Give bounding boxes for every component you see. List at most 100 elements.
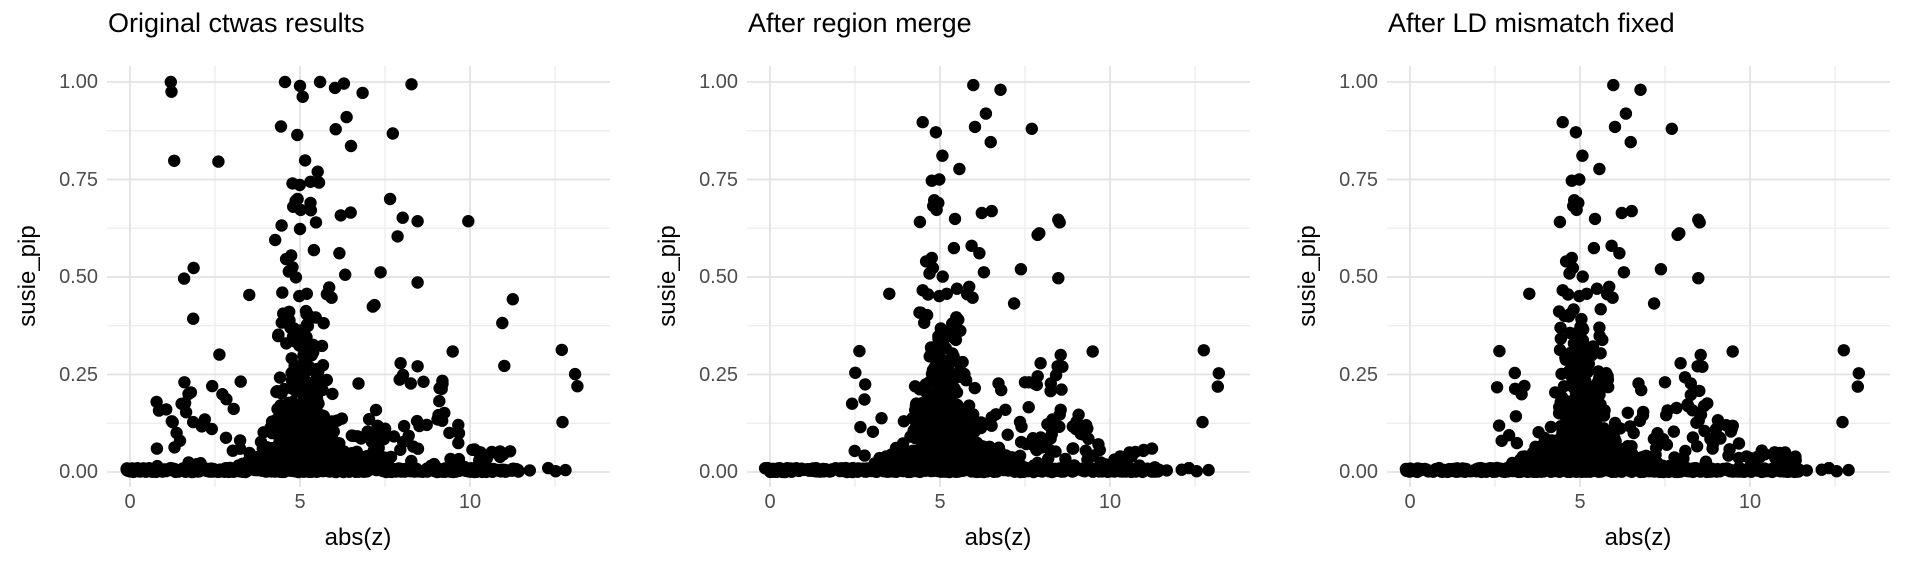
data-point (1492, 419, 1506, 432)
data-point (1594, 347, 1607, 360)
data-point (947, 241, 961, 255)
data-point (979, 107, 993, 120)
y-tick-label: 0.00 (1339, 461, 1378, 483)
data-point (404, 377, 417, 390)
data-point (854, 420, 867, 434)
data-point (314, 376, 328, 389)
data-point (938, 374, 951, 387)
data-point (206, 379, 219, 393)
data-point (198, 413, 211, 426)
x-axis-title: abs(z) (1604, 524, 1672, 551)
data-point (1531, 452, 1544, 465)
data-point (1588, 212, 1602, 226)
data-point (1409, 463, 1422, 476)
data-point (420, 418, 433, 432)
data-point (1093, 443, 1106, 457)
data-point (1018, 376, 1032, 389)
data-point (925, 367, 939, 381)
data-point (1508, 366, 1521, 380)
data-point (1800, 464, 1813, 477)
data-point (923, 267, 936, 280)
data-point (1576, 149, 1589, 162)
data-point (852, 462, 865, 475)
data-point (949, 333, 963, 347)
data-point (1563, 267, 1576, 280)
data-point (274, 120, 288, 133)
data-point (859, 378, 872, 391)
chart-panel-original: Original ctwas results susie_pip abs(z) … (0, 0, 640, 576)
data-point (1590, 282, 1604, 295)
data-point (1549, 386, 1562, 399)
chart-title: After LD mismatch fixed (1388, 8, 1675, 38)
data-point (1726, 345, 1739, 358)
data-point (411, 442, 425, 455)
data-point (1606, 291, 1619, 304)
plot-area (107, 66, 610, 487)
data-point (372, 441, 385, 455)
data-point (555, 343, 568, 357)
data-point (923, 453, 936, 466)
data-point (1608, 120, 1622, 134)
data-point (848, 444, 861, 458)
data-point (396, 211, 409, 224)
data-point (966, 291, 979, 304)
x-tick-label: 10 (458, 491, 482, 513)
data-point (294, 203, 307, 217)
data-point (1699, 458, 1712, 471)
y-tick-label: 0.75 (699, 168, 738, 191)
data-point (1604, 447, 1617, 461)
data-point (1665, 122, 1678, 135)
data-point (273, 371, 287, 384)
data-point (458, 460, 471, 474)
data-point (1598, 404, 1611, 417)
data-point (187, 415, 200, 429)
plot-area (747, 66, 1250, 487)
data-point (1572, 406, 1585, 420)
data-point (1515, 388, 1528, 401)
data-point (1015, 461, 1029, 474)
data-point (901, 452, 914, 466)
data-point (325, 291, 338, 304)
data-point (250, 452, 263, 465)
data-point (168, 154, 181, 167)
data-point (339, 268, 352, 281)
data-point (1055, 465, 1068, 478)
data-point (1069, 422, 1083, 436)
data-point (275, 219, 288, 232)
data-point (344, 139, 358, 153)
data-point (932, 406, 945, 419)
data-point (1031, 456, 1044, 470)
data-point (1852, 367, 1865, 380)
y-tick-label: 0.25 (59, 363, 98, 386)
data-point (925, 345, 938, 359)
data-point (1836, 415, 1849, 429)
data-point (213, 348, 226, 361)
data-point (462, 215, 475, 228)
data-point (1399, 462, 1413, 476)
data-point (1014, 435, 1028, 449)
data-point (1748, 462, 1761, 475)
data-point (243, 288, 256, 302)
data-point (270, 422, 283, 436)
data-point (1673, 227, 1686, 240)
data-point (1103, 459, 1117, 472)
data-point (932, 329, 945, 343)
data-point (950, 282, 964, 295)
data-point (1197, 344, 1210, 357)
data-point (968, 120, 982, 134)
data-point (1634, 83, 1647, 96)
data-point (1148, 461, 1161, 474)
data-point (1617, 266, 1631, 279)
data-point (983, 440, 996, 453)
data-point (1539, 462, 1552, 475)
data-point (571, 380, 584, 393)
data-point (386, 127, 399, 140)
data-point (1035, 441, 1049, 454)
data-point (1554, 332, 1567, 345)
data-point (1078, 462, 1092, 476)
data-point (1581, 353, 1594, 366)
data-point (505, 464, 518, 477)
data-point (1556, 284, 1569, 297)
data-point (1054, 348, 1067, 362)
